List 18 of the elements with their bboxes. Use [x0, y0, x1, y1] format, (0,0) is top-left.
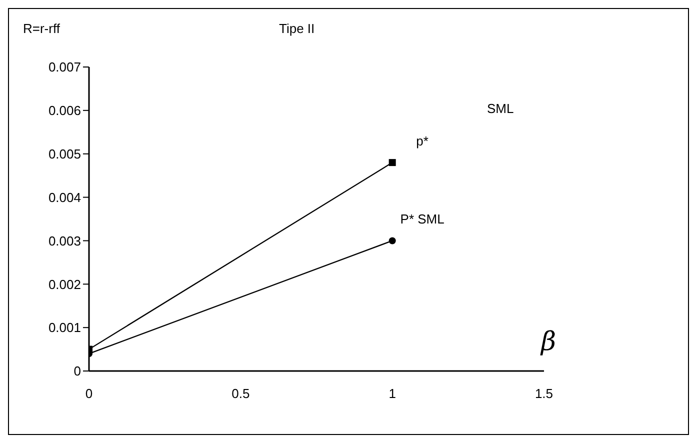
chart-title: Tipe II	[279, 21, 315, 36]
y-tick-label: 0.007	[48, 60, 81, 75]
x-tick-label: 0.5	[232, 386, 250, 402]
y-tick-label: 0.006	[48, 103, 81, 118]
y-tick-label: 0.001	[48, 320, 81, 336]
x-tick-label: 1.5	[534, 386, 554, 402]
y-tick-label: 0.003	[48, 233, 81, 248]
annotation: SML	[487, 101, 514, 116]
y-axis-title: R=r-rff	[23, 21, 60, 36]
y-tick-label: 0	[74, 364, 81, 379]
annotation: P* SML	[400, 212, 444, 227]
y-tick-label: 0.005	[48, 146, 81, 162]
annotation: p*	[416, 134, 428, 149]
y-tick-label: 0.002	[48, 276, 81, 292]
x-tick-label: 1	[388, 386, 396, 402]
y-tick-label: 0.004	[48, 190, 81, 205]
x-axis-title: β	[541, 327, 556, 357]
x-tick-label: 0	[85, 386, 93, 402]
